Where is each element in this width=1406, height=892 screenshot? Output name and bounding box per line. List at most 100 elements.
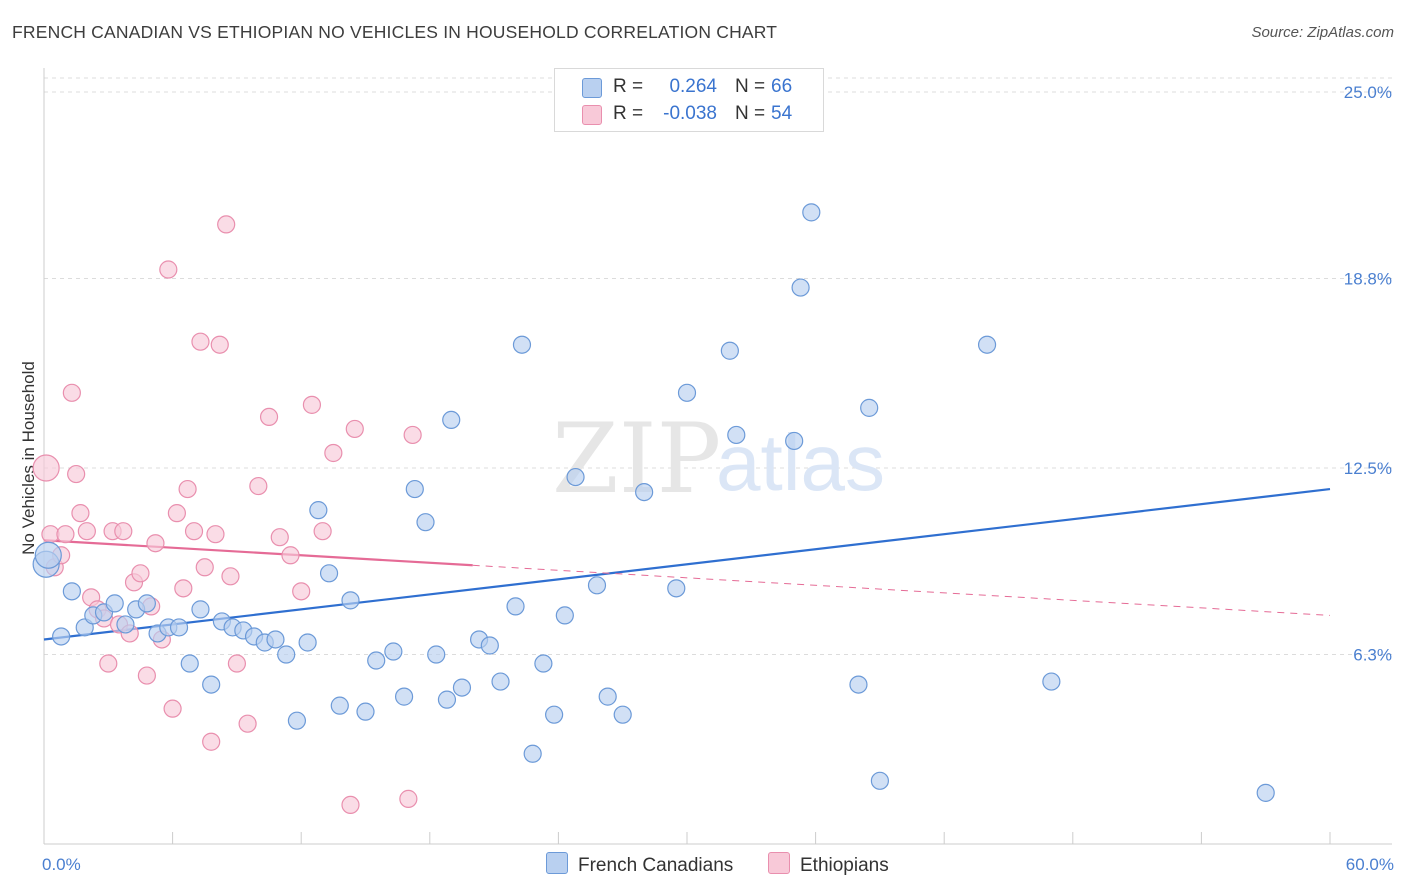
bottom-legend-label: French Canadians bbox=[578, 855, 734, 876]
watermark-zip: ZIP bbox=[552, 403, 721, 515]
bottom-legend-french-canadians: French Canadians bbox=[546, 852, 733, 877]
y-axis-title: No Vehicles in Household bbox=[19, 361, 38, 555]
ethiopians-point bbox=[62, 383, 81, 402]
x-tick-label-min: 0.0% bbox=[42, 855, 81, 874]
french-canadians-point bbox=[437, 690, 457, 709]
ethiopians-point bbox=[67, 464, 86, 484]
french-canadians-point bbox=[34, 541, 62, 569]
legend-swatch-blue bbox=[582, 78, 602, 98]
french-canadians-point bbox=[367, 651, 386, 670]
ethiopians-point bbox=[259, 407, 279, 426]
ethiopians-point bbox=[159, 260, 178, 279]
french-canadians-point bbox=[309, 501, 328, 520]
ethiopians-point bbox=[206, 525, 225, 544]
legend-r-value: -0.038 bbox=[663, 103, 717, 124]
ethiopians-point bbox=[137, 666, 156, 685]
legend-n-label: N = bbox=[735, 76, 766, 97]
correlation-legend: R = 0.264 N = 66 R = -0.038 N = 54 bbox=[554, 68, 824, 132]
ethiopians-point bbox=[174, 579, 193, 598]
french-canadians-point bbox=[1042, 672, 1061, 691]
french-canadians-point bbox=[870, 771, 890, 790]
french-canadians-point bbox=[587, 576, 607, 595]
french-canadians-point bbox=[977, 335, 997, 354]
french-canadians-point bbox=[720, 341, 739, 360]
bottom-legend-ethiopians: Ethiopians bbox=[768, 852, 889, 877]
french-canadians-point bbox=[480, 636, 499, 655]
ethiopians-point bbox=[281, 546, 300, 565]
legend-r-value: 0.264 bbox=[669, 76, 717, 97]
french-canadians-point bbox=[545, 705, 564, 724]
legend-n-value: 54 bbox=[771, 103, 793, 124]
x-tick-label-max: 60.0% bbox=[1346, 855, 1394, 874]
french-canadians-point bbox=[506, 597, 525, 616]
french-canadians-point bbox=[802, 203, 821, 222]
french-canadians-point bbox=[341, 591, 360, 610]
french-canadians-point bbox=[277, 645, 296, 664]
ethiopians-point bbox=[195, 558, 214, 577]
ethiopians-points bbox=[32, 215, 422, 814]
ethiopians-point bbox=[131, 564, 150, 583]
ethiopians-point bbox=[227, 654, 246, 673]
y-tick-label: 18.8% bbox=[1344, 270, 1392, 289]
ethiopians-point bbox=[313, 522, 332, 541]
ethiopians-point bbox=[221, 567, 240, 586]
y-tick-label: 6.3% bbox=[1353, 646, 1392, 665]
french-canadians-point bbox=[384, 642, 403, 661]
french-canadians-point bbox=[266, 630, 285, 649]
french-canadians-point bbox=[105, 594, 124, 613]
french-canadians-point bbox=[677, 383, 697, 402]
french-canadians-point bbox=[512, 335, 532, 354]
ethiopians-point bbox=[403, 425, 422, 445]
french-canadians-point bbox=[394, 687, 414, 706]
french-canadians-point bbox=[667, 579, 686, 598]
tick-labels: 6.3% 12.5% 18.8% 25.0% 0.0% 60.0% bbox=[42, 83, 1394, 874]
ethiopians-point bbox=[324, 443, 343, 463]
french-canadians-point bbox=[137, 594, 156, 613]
french-canadians-point bbox=[330, 696, 349, 715]
french-canadians-point bbox=[62, 582, 81, 601]
trend-line-french-canadians bbox=[43, 487, 1331, 641]
ethiopians-point bbox=[238, 714, 257, 733]
french-canadians-point bbox=[191, 600, 210, 619]
french-canadians-point bbox=[287, 711, 307, 730]
french-canadians-point bbox=[635, 482, 654, 502]
ethiopians-point bbox=[202, 732, 221, 751]
ethiopians-point bbox=[99, 654, 118, 673]
grid-lines bbox=[44, 77, 1392, 656]
french-canadians-point bbox=[52, 627, 71, 646]
ethiopians-point bbox=[345, 419, 364, 439]
french-canadians-point bbox=[555, 606, 574, 625]
french-canadians-point bbox=[319, 564, 339, 583]
ethiopians-point bbox=[71, 504, 90, 523]
french-canadians-points bbox=[32, 203, 1275, 802]
french-canadians-point bbox=[523, 744, 542, 763]
legend-r-label: R = bbox=[613, 76, 644, 97]
french-canadians-point bbox=[298, 633, 317, 652]
ethiopians-point bbox=[178, 479, 197, 499]
ethiopians-point bbox=[399, 789, 418, 808]
legend-n-value: 66 bbox=[771, 76, 793, 97]
ethiopians-point bbox=[270, 528, 289, 547]
ethiopians-point bbox=[56, 525, 75, 544]
ethiopians-point bbox=[32, 454, 60, 482]
trend-line-ethiopians-extension bbox=[472, 564, 1331, 616]
y-tick-label: 25.0% bbox=[1344, 83, 1392, 102]
ethiopians-point bbox=[146, 534, 165, 553]
french-canadians-point bbox=[405, 479, 424, 499]
ethiopians-point bbox=[184, 522, 204, 541]
french-canadians-point bbox=[860, 398, 879, 417]
french-canadians-point bbox=[427, 645, 446, 664]
french-canadians-point bbox=[116, 615, 135, 634]
ethiopians-point bbox=[191, 332, 210, 351]
ethiopians-point bbox=[217, 215, 236, 234]
french-canadians-point bbox=[785, 431, 804, 451]
chart-title: FRENCH CANADIAN VS ETHIOPIAN NO VEHICLES… bbox=[12, 22, 778, 42]
ethiopians-point bbox=[249, 476, 268, 496]
french-canadians-point bbox=[849, 675, 868, 694]
bottom-legend-swatch-pink bbox=[768, 852, 790, 874]
french-canadians-point bbox=[356, 702, 375, 721]
french-canadians-point bbox=[598, 687, 617, 706]
trend-line-ethiopians bbox=[43, 539, 473, 567]
legend-r-label: R = bbox=[613, 103, 644, 124]
